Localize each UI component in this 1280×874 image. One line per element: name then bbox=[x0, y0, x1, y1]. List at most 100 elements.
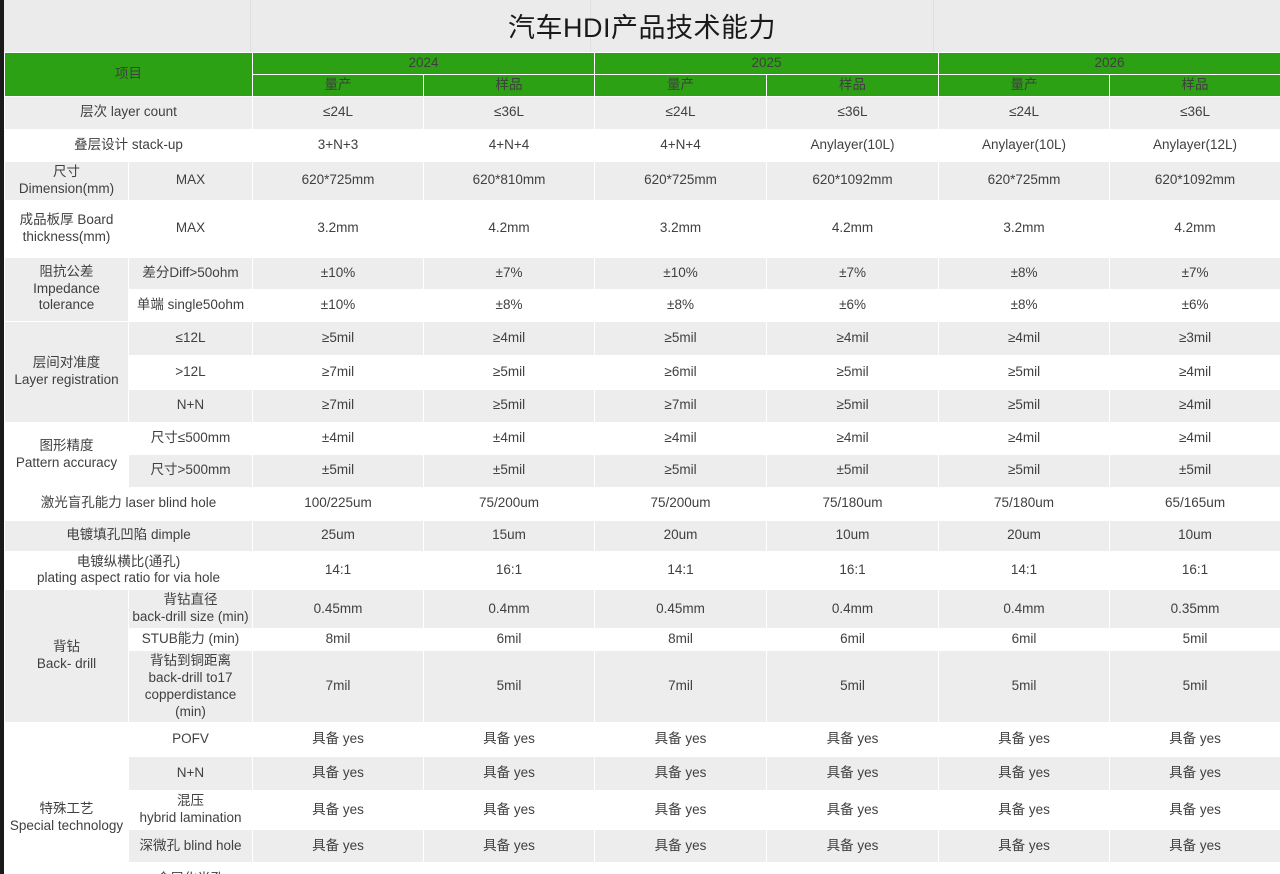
cell: 具备 yes bbox=[1109, 756, 1280, 792]
row-sub-label: 背钻到铜距离 back-drill to17 copperdistance (m… bbox=[128, 649, 253, 724]
cell: ≤24L bbox=[938, 95, 1111, 130]
title-seam-1 bbox=[250, 0, 251, 52]
cell: 15um bbox=[422, 519, 596, 552]
cell: ≥4mil bbox=[1109, 354, 1280, 390]
cell: 4.2mm bbox=[766, 199, 940, 258]
cell: 620*1092mm bbox=[1109, 160, 1280, 201]
cell: 具备 yes bbox=[594, 756, 768, 792]
cell: 具备 yes bbox=[252, 862, 424, 874]
sub-line-2: hybrid lamination bbox=[139, 810, 242, 826]
cell: ±6% bbox=[766, 288, 940, 322]
row-sub-label: POFV bbox=[128, 722, 253, 758]
cell: 0.4mm bbox=[938, 589, 1111, 629]
row-sub-label: 尺寸≤500mm bbox=[128, 421, 253, 455]
cell: Anylayer(10L) bbox=[766, 128, 940, 162]
group-line-2: thickness(mm) bbox=[22, 228, 111, 244]
row-group-label: 图形精度 Pattern accuracy bbox=[4, 421, 129, 488]
table-header: 项目 2024 2025 2026 量产 样品 量产 样品 量产 样品 bbox=[4, 52, 1280, 97]
cell: 具备 yes bbox=[422, 790, 596, 831]
cell: 620*725mm bbox=[938, 160, 1111, 201]
table-row: 特殊工艺 Special technology POFV 具备 yes 具备 y… bbox=[4, 722, 1280, 874]
cell: 具备 yes bbox=[766, 790, 940, 831]
group-line-2: Pattern accuracy bbox=[15, 454, 118, 470]
cell: 具备 yes bbox=[422, 862, 596, 874]
cell: 具备 yes bbox=[938, 829, 1111, 864]
group-line-1: 图形精度 bbox=[39, 437, 94, 453]
header-2025-mass: 量产 bbox=[594, 73, 768, 97]
cell: ≥5mil bbox=[938, 354, 1111, 390]
cell: ≥5mil bbox=[422, 388, 596, 423]
row-sub-label: STUB能力 (min) bbox=[128, 628, 253, 651]
cell: 0.4mm bbox=[766, 589, 940, 629]
cell: 7mil bbox=[594, 649, 768, 724]
header-2024-mass: 量产 bbox=[252, 73, 424, 97]
cell: ≥7mil bbox=[252, 354, 424, 390]
row-label: 叠层设计 stack-up bbox=[4, 128, 253, 162]
table-row: 深微孔 blind hole 具备 yes 具备 yes 具备 yes 具备 y… bbox=[5, 829, 1280, 864]
cell: 5mil bbox=[766, 649, 940, 724]
sub-line-1: 背钻到铜距离 bbox=[150, 652, 231, 668]
cell: ±7% bbox=[766, 256, 940, 290]
cell: 3.2mm bbox=[938, 199, 1111, 258]
cell: 3.2mm bbox=[594, 199, 768, 258]
table-row: STUB能力 (min) 8mil 6mil 8mil 6mil 6mil 5m… bbox=[5, 628, 1280, 651]
cell: ±8% bbox=[594, 288, 768, 322]
cell: 具备 yes bbox=[766, 756, 940, 792]
row-label: 层次 layer count bbox=[4, 95, 253, 130]
cell: ≥5mil bbox=[422, 354, 596, 390]
cell: 25um bbox=[252, 519, 424, 552]
cell: 具备 yes bbox=[938, 722, 1111, 758]
table-row: 尺寸Dimension(mm) MAX 620*725mm 620*810mm … bbox=[4, 160, 1280, 201]
row-sub-label: 混压 hybrid lamination bbox=[128, 790, 253, 831]
cell: ±8% bbox=[422, 288, 596, 322]
cell: Anylayer(12L) bbox=[1109, 128, 1280, 162]
cell: 4.2mm bbox=[1109, 199, 1280, 258]
cell: ≥4mil bbox=[594, 421, 768, 455]
table-body: 层次 layer count ≤24L ≤36L ≤24L ≤36L ≤24L … bbox=[4, 95, 1280, 874]
cell: 620*1092mm bbox=[766, 160, 940, 201]
table-row: 图形精度 Pattern accuracy 尺寸≤500mm ±4mil ±4m… bbox=[4, 421, 1280, 488]
table-row: N+N ≥7mil ≥5mil ≥7mil ≥5mil ≥5mil ≥4mil bbox=[5, 388, 1280, 423]
cell: 75/180um bbox=[938, 486, 1111, 521]
row-label-line-2: plating aspect ratio for via hole bbox=[36, 570, 221, 586]
cell: 14:1 bbox=[594, 550, 768, 591]
cell: 5mil bbox=[1109, 628, 1280, 651]
cell: 75/200um bbox=[422, 486, 596, 521]
cell: 20um bbox=[938, 519, 1111, 552]
cell: 具备 yes bbox=[594, 829, 768, 864]
cell: ±5mil bbox=[252, 453, 424, 488]
table-row: 叠层设计 stack-up 3+N+3 4+N+4 4+N+4 Anylayer… bbox=[4, 128, 1280, 162]
cell: 4.2mm bbox=[422, 199, 596, 258]
table-row: 层间对准度 Layer registration ≤12L ≥5mil ≥4mi… bbox=[4, 320, 1280, 423]
cell: ≥4mil bbox=[938, 320, 1111, 356]
cell: ≥6mil bbox=[594, 354, 768, 390]
table-row: 电镀纵横比(通孔) plating aspect ratio for via h… bbox=[4, 550, 1280, 591]
sub-line-1: 金属化半孔 bbox=[157, 871, 225, 874]
row-sub-label: MAX bbox=[128, 160, 253, 201]
sub-line-1: 背钻直径 bbox=[163, 592, 218, 608]
cell: ±10% bbox=[252, 256, 424, 290]
row-label: 电镀填孔凹陷 dimple bbox=[4, 519, 253, 552]
cell: 具备 yes bbox=[766, 829, 940, 864]
cell: 75/180um bbox=[766, 486, 940, 521]
cell: ≥5mil bbox=[938, 388, 1111, 423]
cell: 0.45mm bbox=[252, 589, 424, 629]
row-group-label: 阻抗公差 Impedance tolerance bbox=[4, 256, 129, 322]
group-line-1: 成品板厚 Board bbox=[19, 211, 114, 227]
row-sub-label: 单端 single50ohm bbox=[128, 288, 253, 322]
cell: 具备 yes bbox=[594, 862, 768, 874]
table-row: >12L ≥7mil ≥5mil ≥6mil ≥5mil ≥5mil ≥4mil bbox=[5, 354, 1280, 390]
table-row: 尺寸>500mm ±5mil ±5mil ≥5mil ±5mil ≥5mil ±… bbox=[5, 453, 1280, 488]
cell: 7mil bbox=[252, 649, 424, 724]
header-2026-mass: 量产 bbox=[938, 73, 1111, 97]
header-2025-sample: 样品 bbox=[766, 73, 940, 97]
cell: 620*725mm bbox=[252, 160, 424, 201]
cell: 3+N+3 bbox=[252, 128, 424, 162]
cell: 4+N+4 bbox=[594, 128, 768, 162]
cell: 65/165um bbox=[1109, 486, 1280, 521]
table-row: 层次 layer count ≤24L ≤36L ≤24L ≤36L ≤24L … bbox=[4, 95, 1280, 130]
cell: ±5mil bbox=[766, 453, 940, 488]
cell: ≥7mil bbox=[252, 388, 424, 423]
cell: 具备 yes bbox=[938, 790, 1111, 831]
cell: ≥4mil bbox=[422, 320, 596, 356]
